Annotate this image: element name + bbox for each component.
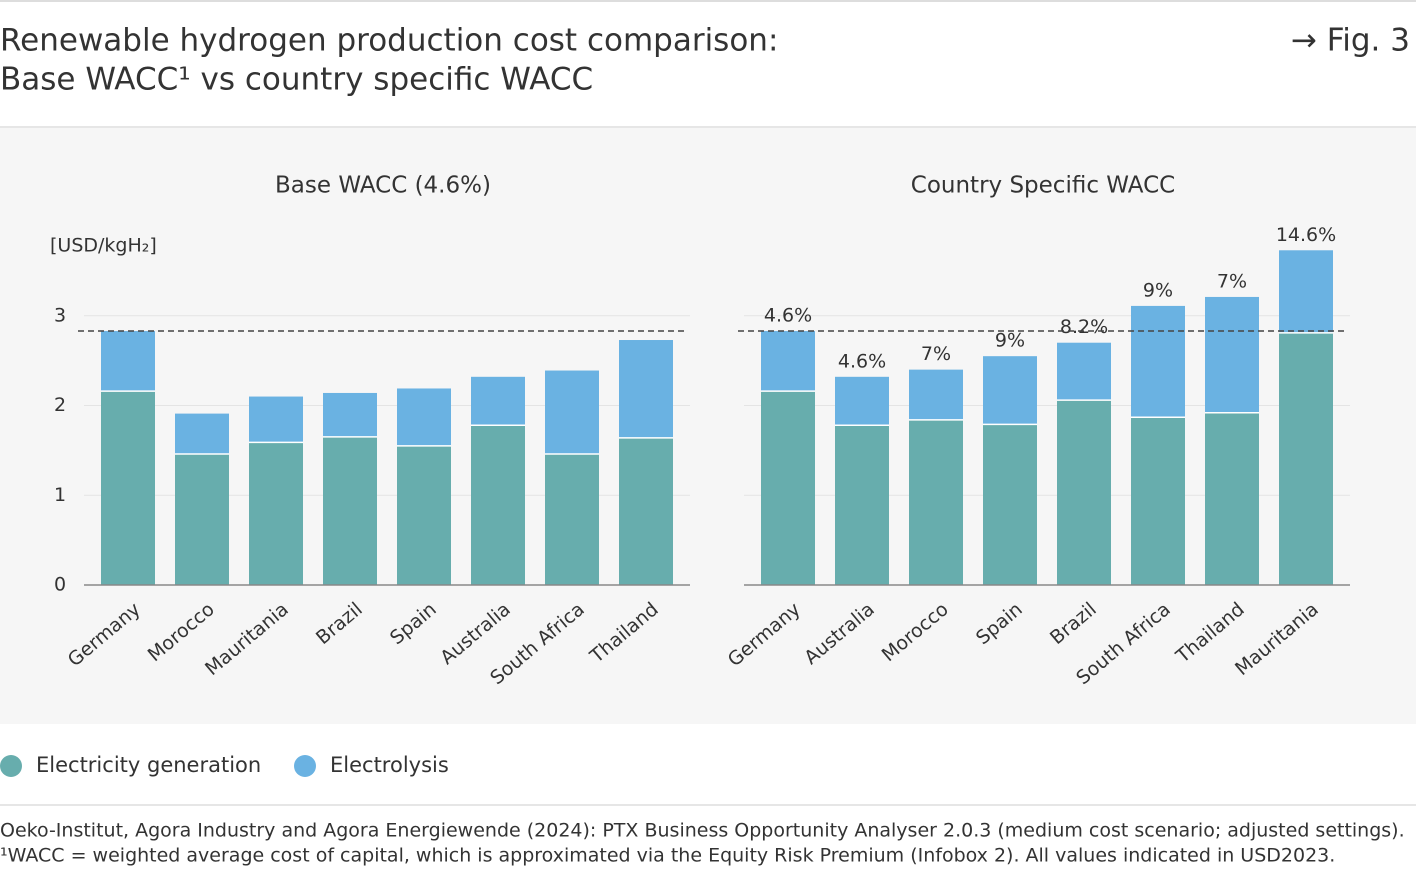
bar-segment [1057,342,1111,401]
wacc-label: 7% [921,343,951,365]
legend-swatch [294,755,316,777]
wacc-label: 7% [1217,270,1247,292]
wacc-label: 9% [1143,279,1173,301]
bar-segment [1279,332,1333,585]
bar-segment [909,419,963,585]
bar-segment [1205,296,1259,413]
y-unit: [USD/kgH₂] [50,235,157,257]
bar-segment [835,376,889,426]
bar-segment [1279,250,1333,333]
bar-segment [175,453,229,585]
bar-segment [909,369,963,420]
chart-title: Country Specific WACC [911,173,1175,199]
bar-segment [619,437,673,585]
bar-segment [545,453,599,585]
wacc-label: 8.2% [1060,316,1108,338]
bar-segment [835,425,889,585]
title: Renewable hydrogen production cost compa… [0,23,778,59]
bar-segment [471,425,525,585]
chart-title: Base WACC (4.6%) [275,173,491,199]
figure-label: → Fig. 3 [1291,23,1410,59]
bar-segment [323,436,377,585]
wacc-label: 4.6% [838,350,886,372]
legend-label: Electricity generation [36,753,261,777]
footnote: ¹WACC = weighted average cost of capital… [0,845,1335,867]
bar-segment [249,396,303,443]
bar-segment [101,331,155,392]
legend-label: Electrolysis [330,753,449,777]
bar-segment [397,388,451,446]
wacc-label: 14.6% [1276,224,1336,246]
bar-segment [983,424,1037,585]
bar-segment [1057,400,1111,585]
bar-segment [1131,305,1185,418]
bar-segment [761,331,815,392]
wacc-label: 9% [995,330,1025,352]
bar-segment [175,413,229,454]
bar-segment [761,391,815,585]
legend-swatch [0,755,22,777]
title: Base WACC¹ vs country specific WACC [0,62,593,98]
y-tick-label: 3 [54,304,66,326]
bar-segment [323,392,377,437]
bar-segment [1131,417,1185,585]
bar-segment [249,442,303,585]
bar-segment [619,340,673,438]
bar-segment [1205,412,1259,585]
source: Oeko-Institut, Agora Industry and Agora … [0,820,1405,842]
y-tick-label: 1 [54,484,66,506]
bar-segment [471,376,525,426]
bar-segment [983,356,1037,425]
y-tick-label: 2 [54,394,66,416]
wacc-label: 4.6% [764,305,812,327]
bar-segment [545,370,599,454]
bar-segment [397,445,451,585]
y-tick-label: 0 [54,574,66,596]
bar-segment [101,391,155,585]
